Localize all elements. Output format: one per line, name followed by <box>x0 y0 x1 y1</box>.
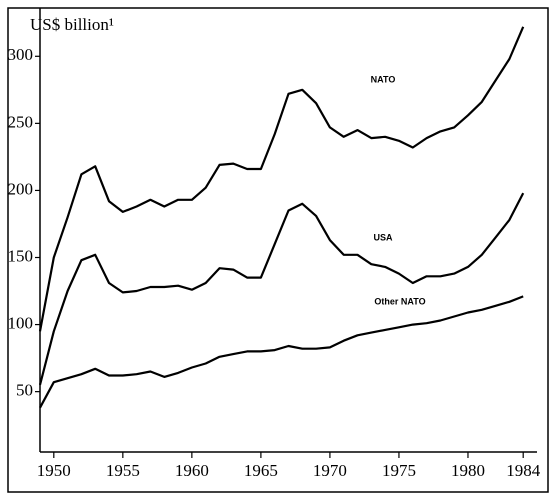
y-tick-label: 50 <box>16 381 33 400</box>
x-tick-label: 1955 <box>106 461 140 480</box>
y-tick-label: 150 <box>8 246 34 265</box>
y-tick-label: 100 <box>8 313 34 332</box>
x-tick-label: 1970 <box>313 461 347 480</box>
series-label: USA <box>373 232 393 242</box>
x-tick-label: 1980 <box>451 461 485 480</box>
x-tick-label: 1960 <box>175 461 209 480</box>
series-line <box>39 295 524 409</box>
x-tick-label: 1975 <box>382 461 416 480</box>
y-tick-label: 250 <box>8 112 34 131</box>
series-line <box>38 192 525 386</box>
series-label: Other NATO <box>374 296 425 306</box>
x-tick-label: 1950 <box>37 461 71 480</box>
y-tick-label: 300 <box>8 45 34 64</box>
series-line <box>38 26 525 332</box>
y-tick-label: 200 <box>8 179 34 198</box>
y-axis-label: US$ billion¹ <box>30 15 114 34</box>
series-label: NATO <box>371 74 396 84</box>
x-tick-label: 1965 <box>244 461 278 480</box>
frame <box>7 7 549 493</box>
x-tick-label: 1984 <box>506 461 541 480</box>
